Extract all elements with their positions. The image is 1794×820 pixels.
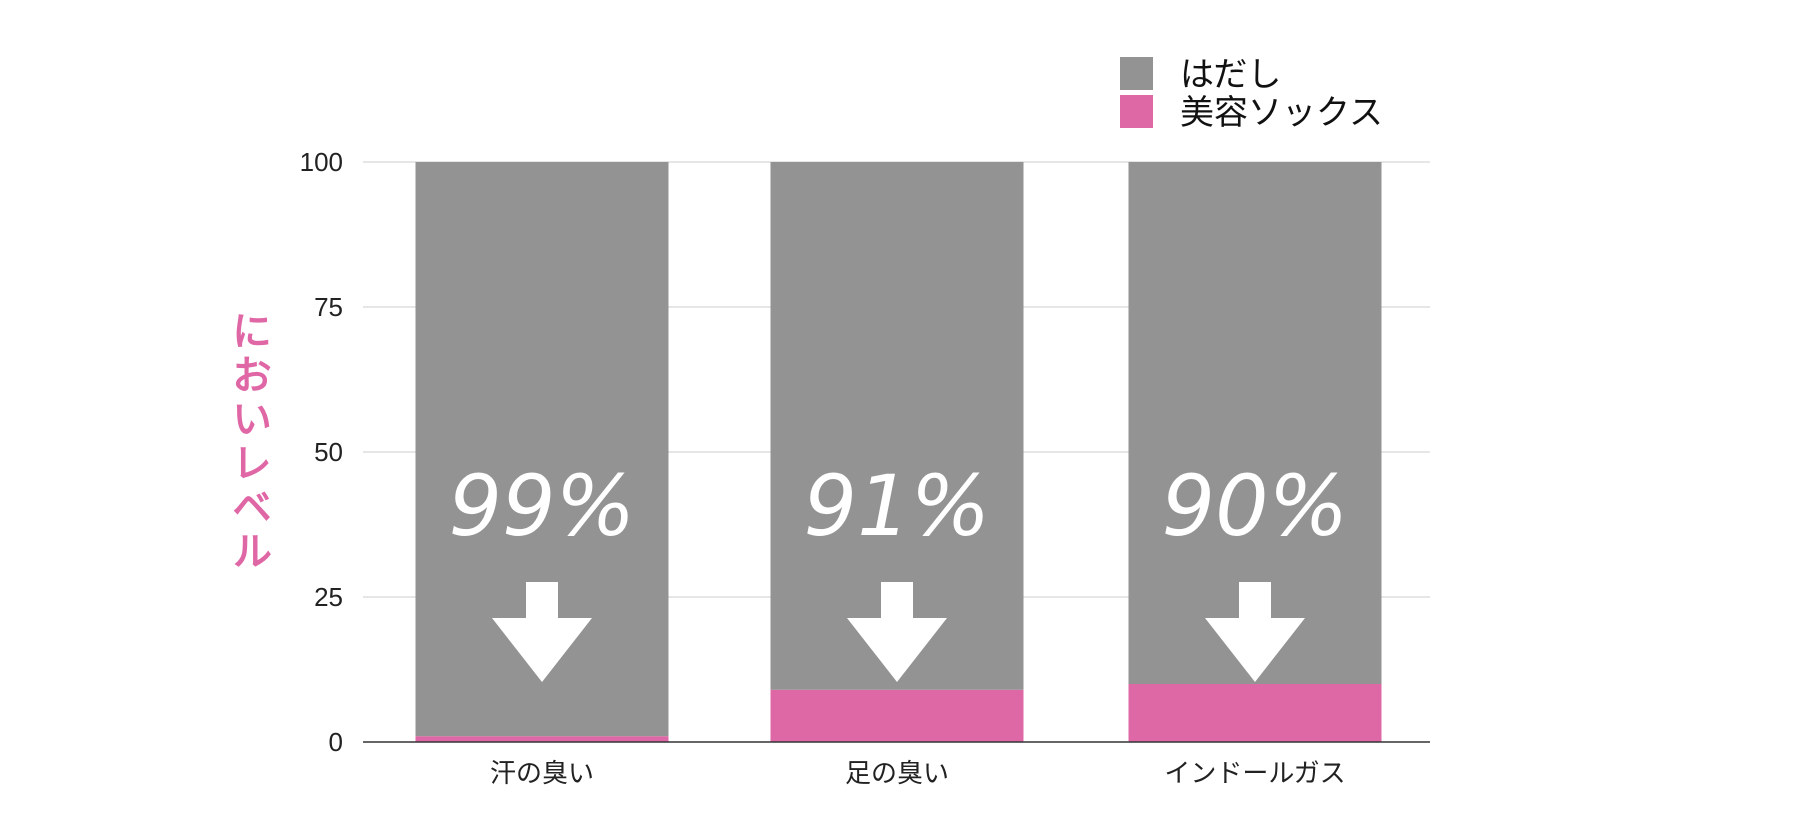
legend-label: はだし [1180, 55, 1281, 95]
bar-socks [1128, 684, 1382, 742]
down-arrow-icon [1205, 582, 1305, 682]
legend-swatch [1120, 95, 1153, 128]
y-tick-label: 50 [314, 437, 343, 467]
percent-label: 90% [1162, 457, 1349, 555]
legend-label: 美容ソックス [1180, 93, 1383, 133]
y-tick-label: 75 [314, 292, 343, 322]
x-category-label: 足の臭い [845, 759, 949, 789]
x-category-label: インドールガス [1164, 759, 1345, 789]
bar-socks [770, 689, 1024, 742]
y-tick-label: 100 [300, 147, 343, 177]
legend-swatch [1120, 57, 1153, 90]
y-tick-label: 0 [329, 727, 343, 757]
y-tick-label: 25 [314, 582, 343, 612]
percent-label: 91% [804, 457, 991, 555]
y-axis-label: においレベル [225, 310, 271, 574]
x-category-label: 汗の臭い [490, 759, 594, 789]
down-arrow-icon [492, 582, 592, 682]
percent-label: 99% [449, 457, 636, 555]
down-arrow-icon [847, 582, 947, 682]
bar-socks [415, 736, 669, 742]
